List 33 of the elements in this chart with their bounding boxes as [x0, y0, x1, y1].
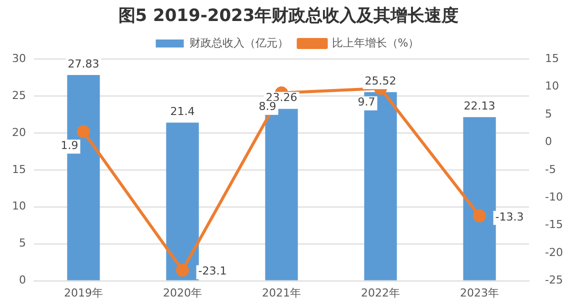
x-tick-label: 2022年 — [361, 286, 400, 300]
data-label: 25.52 — [364, 74, 396, 88]
data-label: 1.9 — [60, 139, 78, 152]
y2-tick-label: -5 — [545, 162, 556, 176]
y2-tick-label: -25 — [545, 274, 563, 287]
y2-tick-label: 5 — [545, 107, 552, 120]
y-tick-label: 15 — [12, 162, 26, 176]
x-tick-label: 2020年 — [163, 286, 202, 300]
y2-tick-label: 10 — [545, 80, 560, 93]
y2-tick-label: -20 — [545, 246, 563, 259]
data-label: 9.7 — [358, 96, 376, 109]
legend-label: 财政总收入（亿元） — [189, 36, 288, 50]
data-label: 21.4 — [170, 104, 195, 118]
data-label: -13.3 — [495, 210, 524, 224]
data-label: 27.83 — [68, 57, 100, 70]
chart-title: 图5 2019-2023年财政总收入及其增长速度 — [117, 5, 460, 28]
data-label: 8.9 — [258, 100, 276, 114]
x-tick-label: 2023年 — [460, 286, 500, 300]
y2-tick-label: -10 — [545, 190, 563, 204]
y-tick-label: 30 — [12, 52, 26, 65]
data-label: -23.1 — [198, 264, 227, 278]
y-tick-label: 20 — [12, 126, 26, 139]
x-tick-label: 2019年 — [64, 286, 103, 300]
y-tick-label: 10 — [12, 200, 26, 213]
x-tick-label: 2021年 — [262, 286, 302, 300]
y-tick-label: 0 — [18, 274, 26, 287]
y2-tick-label: 0 — [545, 135, 552, 148]
y2-tick-label: 15 — [545, 52, 560, 65]
legend-label: 比上年增长（%） — [332, 36, 420, 50]
y2-tick-label: -15 — [545, 218, 563, 232]
y-tick-label: 25 — [12, 88, 26, 102]
data-label: 22.13 — [464, 100, 496, 113]
y-tick-label: 5 — [18, 236, 26, 250]
